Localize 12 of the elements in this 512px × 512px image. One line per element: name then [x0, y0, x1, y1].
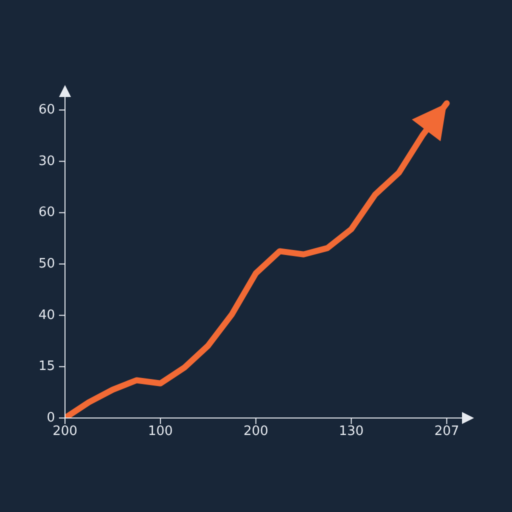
text: 60: [38, 205, 55, 220]
text: 0: [46, 410, 55, 426]
x-tick-label: 200: [52, 424, 78, 440]
text: 40: [38, 308, 55, 323]
x-tick-label: 207: [434, 424, 460, 440]
text: 30: [38, 154, 55, 169]
x-tick-label: 100: [148, 424, 173, 440]
x-tick-label: 200: [243, 424, 268, 440]
x-tick-label: 130: [338, 424, 364, 440]
text: 60: [38, 102, 55, 118]
text: 15: [38, 359, 55, 374]
text: 50: [38, 256, 55, 272]
